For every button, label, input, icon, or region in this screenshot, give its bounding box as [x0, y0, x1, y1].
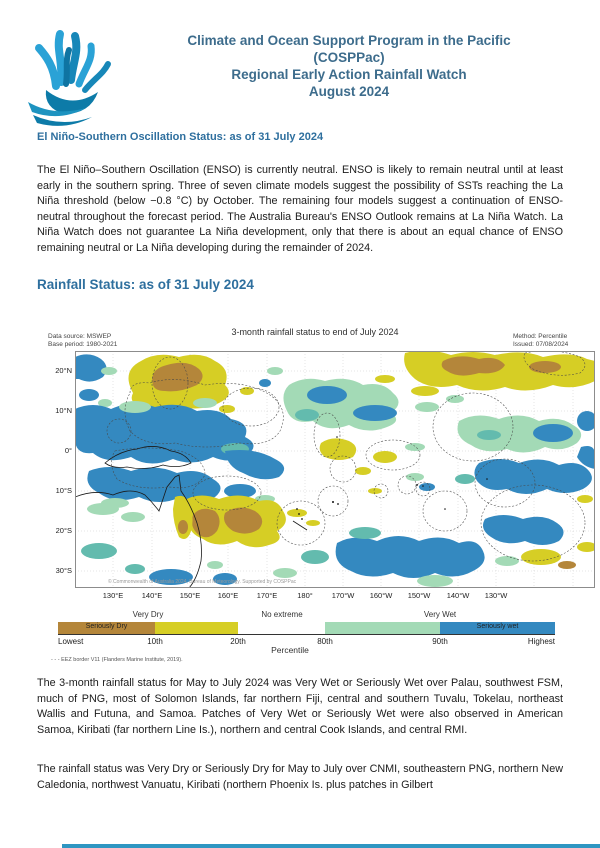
- document-title: Climate and Ocean Support Program in the…: [118, 32, 580, 100]
- legend-dry-bar: Seriously Dry: [58, 622, 238, 634]
- x-tick-140e: 140°E: [141, 591, 163, 600]
- map-anomaly-patches: [75, 351, 595, 587]
- rainfall-map: [75, 351, 595, 588]
- x-tick-180: 180°: [297, 591, 313, 600]
- rainfall-paragraph-2: The rainfall status was Very Dry or Seri…: [37, 763, 563, 791]
- legend-tick-lowest: Lowest: [58, 637, 84, 646]
- title-line-4: August 2024: [308, 84, 390, 99]
- enso-status-heading: El Niño-Southern Oscillation Status: as …: [37, 131, 324, 143]
- legend-tick-10th: 10th: [147, 637, 163, 646]
- legend-very-wet-label: Very Wet: [423, 610, 457, 619]
- legend-wet-bar: Seriously wet: [325, 622, 555, 634]
- base-period-label: Base period: 1980-2021: [48, 341, 118, 348]
- legend-very-dry-label: Very Dry: [132, 610, 164, 619]
- legend-no-extreme-label: No extreme: [261, 610, 303, 619]
- rainfall-status-heading: Rainfall Status: as of 31 July 2024: [37, 277, 254, 292]
- legend-seriously-wet-segment: Seriously wet: [440, 622, 555, 634]
- title-line-3: Regional Early Action Rainfall Watch: [231, 67, 467, 82]
- x-tick-130e: 130°E: [102, 591, 124, 600]
- legend-seriously-wet-text: Seriously wet: [476, 623, 519, 630]
- x-tick-170w: 170°W: [331, 591, 355, 600]
- legend-tick-20th: 20th: [230, 637, 246, 646]
- x-tick-150w: 150°W: [407, 591, 431, 600]
- issued-label: Issued: 07/08/2024: [513, 341, 569, 348]
- map-eez-borders: [106, 351, 586, 562]
- x-tick-160w: 160°W: [369, 591, 393, 600]
- x-tick-160e: 160°E: [217, 591, 239, 600]
- x-tick-170e: 170°E: [256, 591, 278, 600]
- y-tick-20n: 20°N: [55, 366, 72, 375]
- figure-meta-right: Method: Percentile Issued: 07/08/2024: [513, 333, 568, 349]
- legend-percentile-label: Percentile: [271, 645, 309, 655]
- y-tick-10s: 10°S: [55, 486, 72, 495]
- legend-seriously-dry-segment: Seriously Dry: [58, 622, 155, 634]
- legend-tick-highest: Highest: [527, 637, 555, 646]
- y-tick-20s: 20°S: [55, 526, 72, 535]
- y-tick-0: 0°: [64, 446, 72, 455]
- method-label: Method: Percentile: [513, 333, 568, 340]
- legend-seriously-dry-text: Seriously Dry: [85, 623, 128, 630]
- header: Climate and Ocean Support Program in the…: [0, 20, 600, 130]
- x-tick-130w: 130°W: [484, 591, 508, 600]
- y-tick-10n: 10°N: [55, 406, 72, 415]
- legend-very-dry-segment: [155, 622, 238, 634]
- y-tick-30s: 30°S: [55, 566, 72, 575]
- legend-axis-line: [58, 634, 555, 635]
- legend-very-wet-segment: [325, 622, 440, 634]
- legend-tick-80th: 80th: [317, 637, 333, 646]
- rainfall-map-figure: Data source: MSWEP Base period: 1980-202…: [45, 323, 600, 668]
- x-tick-150e: 150°E: [179, 591, 201, 600]
- footer-accent-bar: [62, 844, 600, 848]
- map-watermark: © Commonwealth of Australia 2024, Bureau…: [108, 579, 297, 585]
- figure-meta-left: Data source: MSWEP Base period: 1980-202…: [48, 333, 117, 349]
- title-line-1: Climate and Ocean Support Program in the…: [187, 33, 511, 48]
- cosppac-coral-logo-icon: [28, 30, 111, 126]
- data-source-label: Data source: MSWEP: [48, 333, 112, 340]
- figure-title: 3-month rainfall status to end of July 2…: [231, 327, 399, 337]
- map-coastlines: [75, 446, 308, 588]
- x-tick-140w: 140°W: [446, 591, 470, 600]
- rainfall-map-canvas: [75, 351, 595, 588]
- enso-status-paragraph: The El Niño–Southern Oscillation (ENSO) …: [37, 164, 563, 254]
- title-line-2: (COSPPac): [313, 50, 385, 65]
- map-island-marks: [296, 436, 488, 520]
- legend-tick-90th: 90th: [432, 637, 448, 646]
- rainfall-paragraph-1: The 3-month rainfall status for May to J…: [37, 677, 563, 736]
- eez-border-note: - - - EEZ border V11 (Flanders Marine In…: [51, 657, 183, 663]
